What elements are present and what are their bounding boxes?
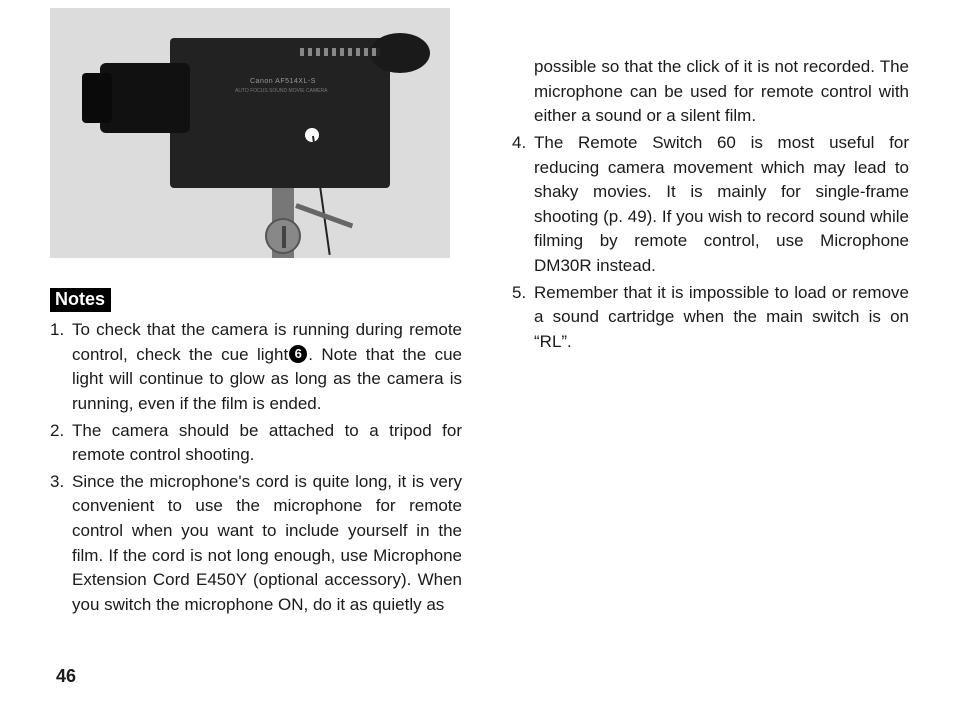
note-item-3: Since the microphone's cord is quite lon… (50, 470, 462, 618)
note-5-text: Remember that it is impossible to load o… (534, 283, 909, 351)
camera-sub-text: AUTO FOCUS SOUND MOVIE CAMERA (235, 88, 327, 94)
notes-list-left: To check that the camera is running duri… (50, 318, 462, 618)
notes-heading: Notes (50, 288, 111, 312)
note-2-text: The camera should be attached to a tripo… (72, 421, 462, 465)
page-number: 46 (56, 666, 76, 687)
note-item-4: The Remote Switch 60 is most useful for … (512, 131, 909, 279)
camera-body-shape (170, 38, 390, 188)
camera-lens-shape (100, 63, 190, 133)
camera-photo: Canon AF514XL-S AUTO FOCUS SOUND MOVIE C… (50, 8, 450, 258)
note-3-text: Since the microphone's cord is quite lon… (72, 472, 462, 614)
right-column: possible so that the click of it is not … (487, 0, 924, 679)
note-item-1: To check that the camera is running duri… (50, 318, 462, 417)
notes-list-right: The Remote Switch 60 is most useful for … (512, 131, 909, 355)
note-3-continuation: possible so that the click of it is not … (512, 55, 909, 129)
cue-light-number-icon: 6 (289, 345, 307, 363)
note-item-2: The camera should be attached to a tripo… (50, 419, 462, 468)
note-4-text: The Remote Switch 60 is most useful for … (534, 133, 909, 275)
tripod-knob (265, 218, 301, 254)
manual-page: Canon AF514XL-S AUTO FOCUS SOUND MOVIE C… (0, 0, 954, 709)
note-item-5: Remember that it is impossible to load o… (512, 281, 909, 355)
camera-brand-text: Canon AF514XL-S (250, 78, 316, 85)
camera-top-dial (300, 48, 380, 56)
left-column: Canon AF514XL-S AUTO FOCUS SOUND MOVIE C… (50, 0, 487, 679)
